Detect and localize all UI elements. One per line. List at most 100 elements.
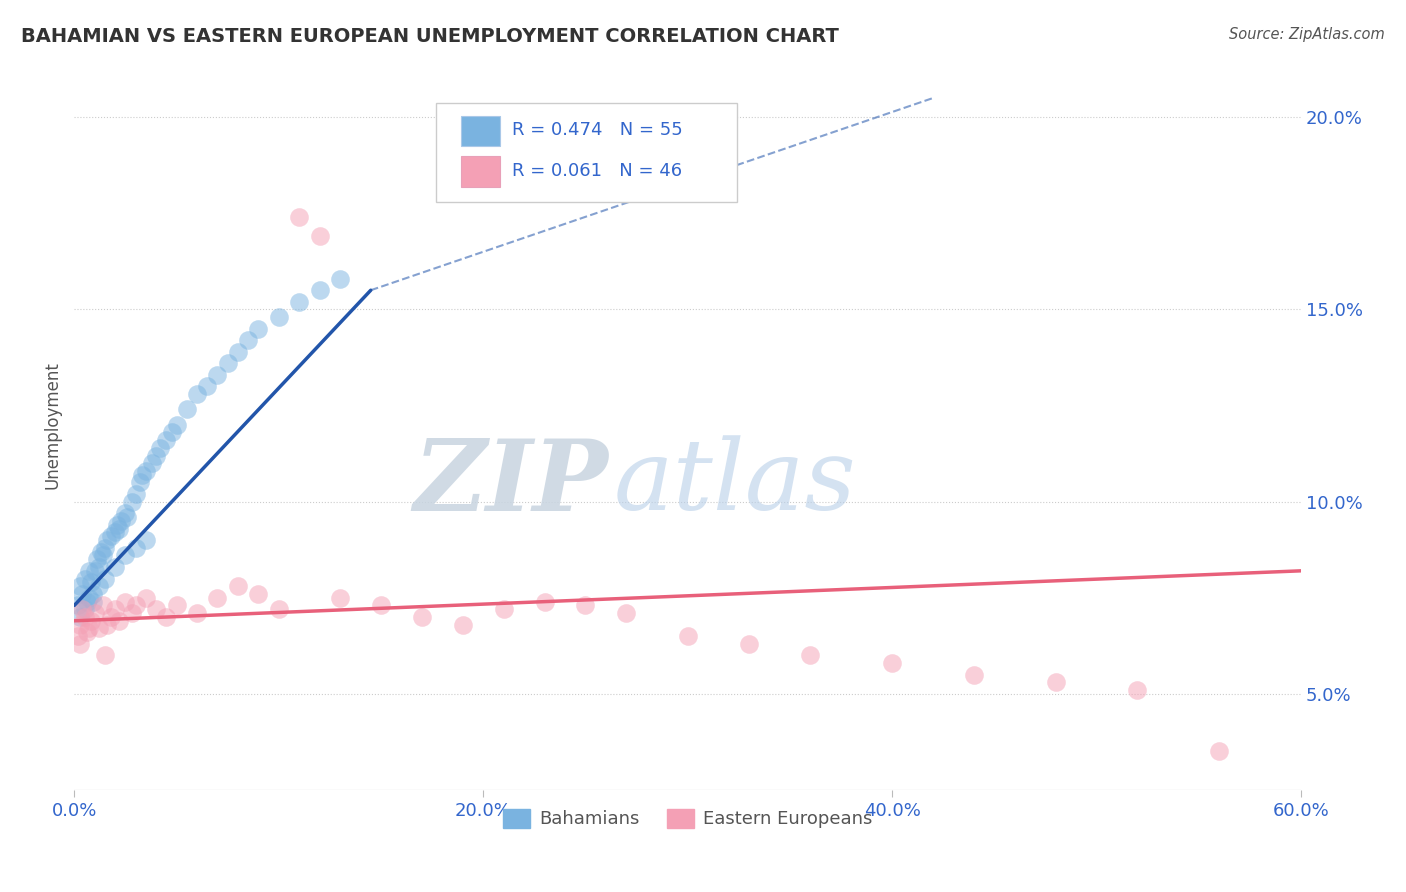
Point: [329, 591, 352, 605]
Text: ZIP: ZIP: [413, 435, 607, 532]
Point: [135, 591, 157, 605]
Point: [91, 549, 114, 563]
Point: [76, 625, 98, 640]
Text: R = 0.474   N = 55: R = 0.474 N = 55: [512, 121, 683, 139]
Point: [114, 506, 136, 520]
Point: [83, 564, 105, 578]
Point: [104, 602, 127, 616]
Point: [128, 475, 150, 490]
Point: [135, 464, 157, 478]
Point: [100, 610, 122, 624]
Point: [799, 648, 821, 663]
Text: Source: ZipAtlas.com: Source: ZipAtlas.com: [1229, 27, 1385, 42]
Point: [145, 602, 167, 616]
FancyBboxPatch shape: [461, 156, 501, 186]
Point: [69, 579, 91, 593]
Point: [73, 572, 96, 586]
Point: [104, 525, 127, 540]
Point: [77, 591, 100, 605]
Point: [69, 610, 91, 624]
Point: [614, 606, 637, 620]
Point: [370, 599, 392, 613]
Point: [121, 494, 143, 508]
Point: [267, 310, 290, 325]
Point: [110, 514, 132, 528]
FancyBboxPatch shape: [436, 103, 737, 202]
Point: [135, 533, 157, 547]
Point: [217, 356, 239, 370]
Point: [288, 210, 311, 224]
Point: [94, 541, 117, 555]
Point: [72, 587, 94, 601]
Point: [83, 606, 105, 620]
Point: [96, 533, 118, 547]
Text: atlas: atlas: [614, 435, 856, 531]
Point: [451, 617, 474, 632]
Point: [69, 637, 91, 651]
Point: [108, 614, 131, 628]
Point: [533, 594, 555, 608]
Point: [117, 510, 139, 524]
Point: [76, 594, 98, 608]
Point: [155, 610, 177, 624]
Point: [91, 599, 114, 613]
Point: [87, 622, 110, 636]
Point: [73, 602, 96, 616]
Point: [124, 541, 146, 555]
Point: [82, 594, 104, 608]
Point: [288, 294, 311, 309]
Point: [124, 599, 146, 613]
Point: [176, 402, 198, 417]
Point: [411, 610, 433, 624]
Point: [77, 622, 100, 636]
Point: [94, 572, 117, 586]
Point: [87, 579, 110, 593]
Point: [186, 606, 208, 620]
Point: [72, 602, 94, 616]
Point: [114, 594, 136, 608]
Point: [96, 617, 118, 632]
Point: [79, 614, 101, 628]
Point: [308, 229, 330, 244]
Point: [87, 560, 110, 574]
Point: [329, 271, 352, 285]
Point: [166, 599, 188, 613]
Point: [114, 549, 136, 563]
Point: [79, 575, 101, 590]
Point: [108, 522, 131, 536]
Point: [86, 552, 108, 566]
Point: [1045, 675, 1067, 690]
Point: [124, 487, 146, 501]
Point: [100, 529, 122, 543]
Point: [226, 579, 249, 593]
Point: [738, 637, 761, 651]
Point: [226, 344, 249, 359]
Y-axis label: Unemployment: Unemployment: [44, 361, 60, 489]
Point: [145, 449, 167, 463]
Point: [186, 387, 208, 401]
FancyBboxPatch shape: [461, 116, 501, 146]
Point: [308, 283, 330, 297]
Point: [104, 560, 127, 574]
Point: [963, 667, 986, 681]
Point: [141, 456, 163, 470]
Point: [247, 321, 270, 335]
Point: [267, 602, 290, 616]
Point: [1126, 683, 1149, 698]
Point: [90, 544, 112, 558]
Point: [574, 599, 596, 613]
Text: BAHAMIAN VS EASTERN EUROPEAN UNEMPLOYMENT CORRELATION CHART: BAHAMIAN VS EASTERN EUROPEAN UNEMPLOYMEN…: [21, 27, 839, 45]
Point: [882, 656, 904, 670]
Point: [67, 629, 90, 643]
Point: [82, 587, 104, 601]
Point: [676, 629, 699, 643]
Point: [67, 599, 90, 613]
Point: [195, 379, 218, 393]
Point: [207, 368, 229, 382]
Point: [247, 587, 270, 601]
Point: [121, 606, 143, 620]
Point: [236, 333, 259, 347]
Point: [73, 610, 96, 624]
Legend: Bahamians, Eastern Europeans: Bahamians, Eastern Europeans: [496, 802, 879, 836]
Point: [155, 433, 177, 447]
